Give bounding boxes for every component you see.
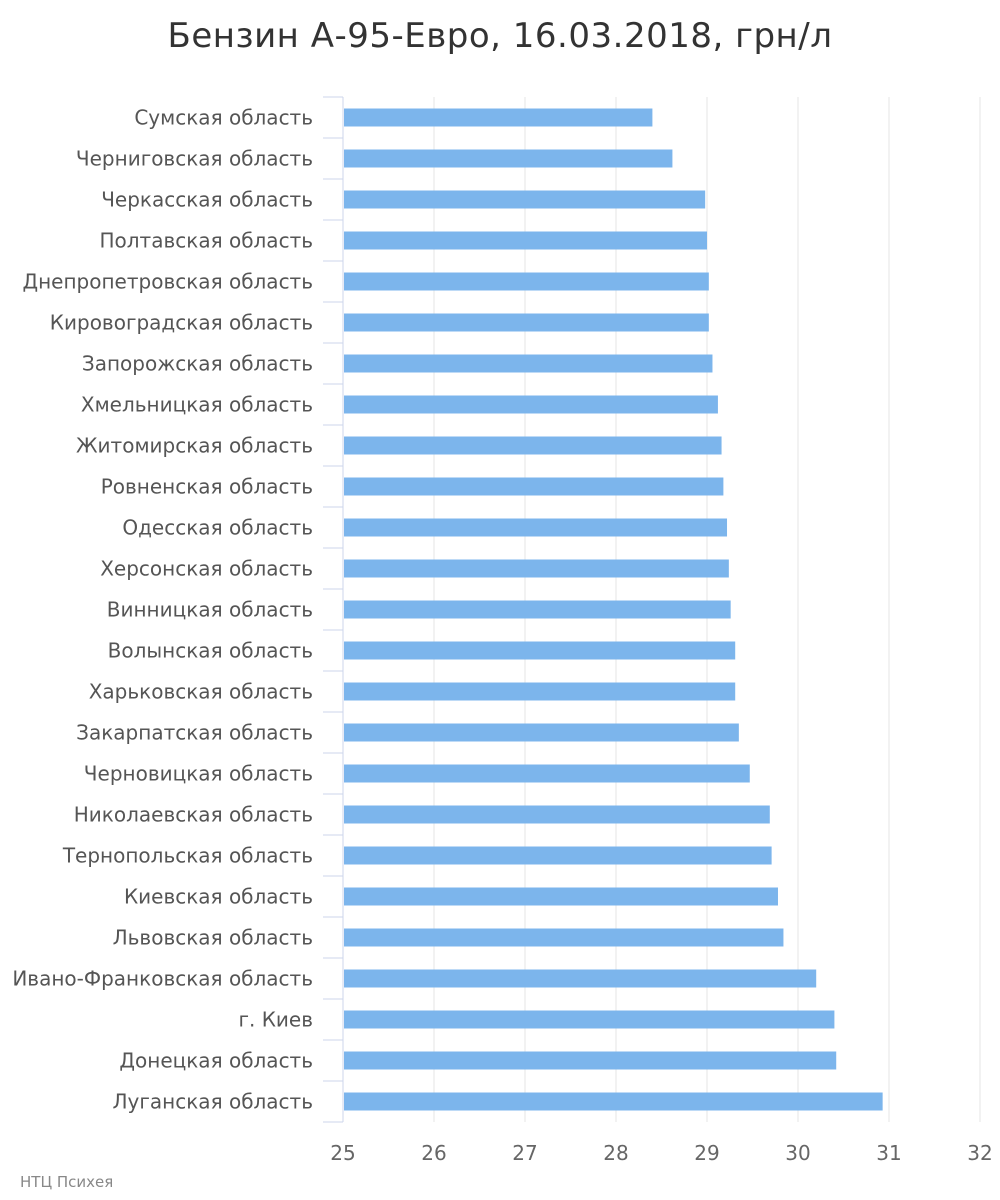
category-label: Киевская область xyxy=(124,885,313,909)
bar xyxy=(344,190,706,209)
bar xyxy=(344,969,817,988)
bar xyxy=(344,354,713,373)
x-tick-label: 27 xyxy=(512,1141,537,1165)
bar xyxy=(344,149,673,168)
bar xyxy=(344,764,750,783)
x-tick-label: 30 xyxy=(785,1141,810,1165)
bar xyxy=(344,518,728,537)
bar xyxy=(344,682,736,701)
bar xyxy=(344,108,653,127)
category-label: г. Киев xyxy=(238,1008,313,1032)
category-label: Николаевская область xyxy=(74,803,313,827)
bar xyxy=(344,477,724,496)
category-label: Ровненская область xyxy=(101,475,313,499)
source-credit: НТЦ Психея xyxy=(20,1173,114,1191)
bar xyxy=(344,846,772,865)
bar xyxy=(344,1010,835,1029)
category-label: Черновицкая область xyxy=(84,762,313,786)
bar xyxy=(344,1051,837,1070)
category-label: Ивано-Франковская область xyxy=(12,967,313,991)
bar xyxy=(344,231,707,250)
category-label: Черниговская область xyxy=(76,147,313,171)
bar xyxy=(344,272,709,291)
category-label: Донецкая область xyxy=(119,1049,313,1073)
category-label: Кировоградская область xyxy=(50,311,313,335)
chart-title: Бензин А-95-Евро, 16.03.2018, грн/л xyxy=(167,16,833,56)
bar xyxy=(344,887,778,906)
bar xyxy=(344,928,784,947)
category-labels: Сумская область Черниговская область Черка… xyxy=(12,106,313,1114)
category-label: Закарпатская область xyxy=(76,721,313,745)
category-label: Винницкая область xyxy=(107,598,313,622)
category-label: Тернопольская область xyxy=(62,844,313,868)
category-label: Запорожская область xyxy=(82,352,313,376)
x-tick-label: 31 xyxy=(876,1141,901,1165)
x-tick-label: 26 xyxy=(421,1141,446,1165)
category-label: Львовская область xyxy=(113,926,313,950)
bar xyxy=(344,313,709,332)
category-label: Херсонская область xyxy=(100,557,313,581)
category-label: Одесская область xyxy=(122,516,313,540)
bar xyxy=(344,723,739,742)
bar xyxy=(344,395,718,414)
category-label: Сумская область xyxy=(134,106,313,130)
category-label: Хмельницкая область xyxy=(81,393,313,417)
category-label: Днепропетровская область xyxy=(22,270,313,294)
bars xyxy=(344,108,883,1111)
x-tick-label: 25 xyxy=(330,1141,355,1165)
bar xyxy=(344,600,731,619)
bar xyxy=(344,436,722,455)
x-tick-label: 28 xyxy=(603,1141,628,1165)
bar xyxy=(344,559,729,578)
category-label: Волынская область xyxy=(108,639,313,663)
bar xyxy=(344,1092,883,1111)
x-tick-label: 29 xyxy=(694,1141,719,1165)
category-label: Черкасская область xyxy=(101,188,313,212)
bar xyxy=(344,641,736,660)
category-label: Харьковская область xyxy=(89,680,313,704)
bar xyxy=(344,805,770,824)
category-label: Полтавская область xyxy=(99,229,313,253)
x-tick-label: 32 xyxy=(967,1141,992,1165)
value-axis-ticks: 25 26 27 28 29 30 31 32 xyxy=(330,1141,992,1165)
category-label: Житомирская область xyxy=(76,434,313,458)
category-axis xyxy=(323,96,344,1123)
category-label: Луганская область xyxy=(113,1090,313,1114)
